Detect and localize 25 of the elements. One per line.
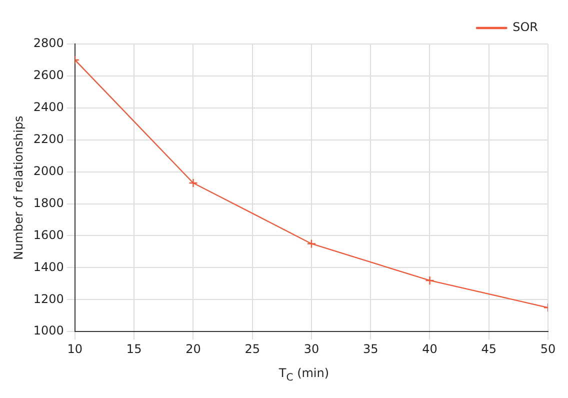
y-tick-label: 1400: [33, 260, 64, 274]
x-tick-label: 10: [67, 342, 83, 356]
point: [306, 239, 316, 248]
y-tick-label: 1200: [33, 292, 64, 306]
point: [188, 178, 198, 188]
y-tick-label: 1800: [33, 196, 64, 210]
legend-label: SOR: [512, 20, 538, 34]
x-tick-label: 15: [126, 342, 142, 356]
x-tick-label: 20: [186, 342, 201, 356]
y-tick-label: 2800: [33, 36, 64, 50]
y-tick-label: 2600: [33, 68, 64, 82]
x-tick-label: 50: [540, 342, 556, 356]
y-tick-label: 2000: [33, 164, 64, 178]
y-axis-title: Number of relationships: [11, 116, 26, 260]
point: [425, 276, 434, 286]
y-tick-label: 2400: [33, 100, 64, 114]
x-tick-label: 30: [304, 342, 320, 356]
x-tick-label: 25: [244, 342, 260, 356]
y-tick-label: 1600: [33, 228, 64, 242]
x-tick-label: 35: [362, 342, 378, 356]
x-axis-title: T$_{C}$ (min): [278, 366, 330, 384]
x-tick-label: 45: [481, 342, 497, 356]
x-tick-label: 40: [422, 342, 438, 356]
y-tick-label: 2200: [33, 132, 64, 146]
y-tick-label: 1000: [33, 324, 64, 338]
